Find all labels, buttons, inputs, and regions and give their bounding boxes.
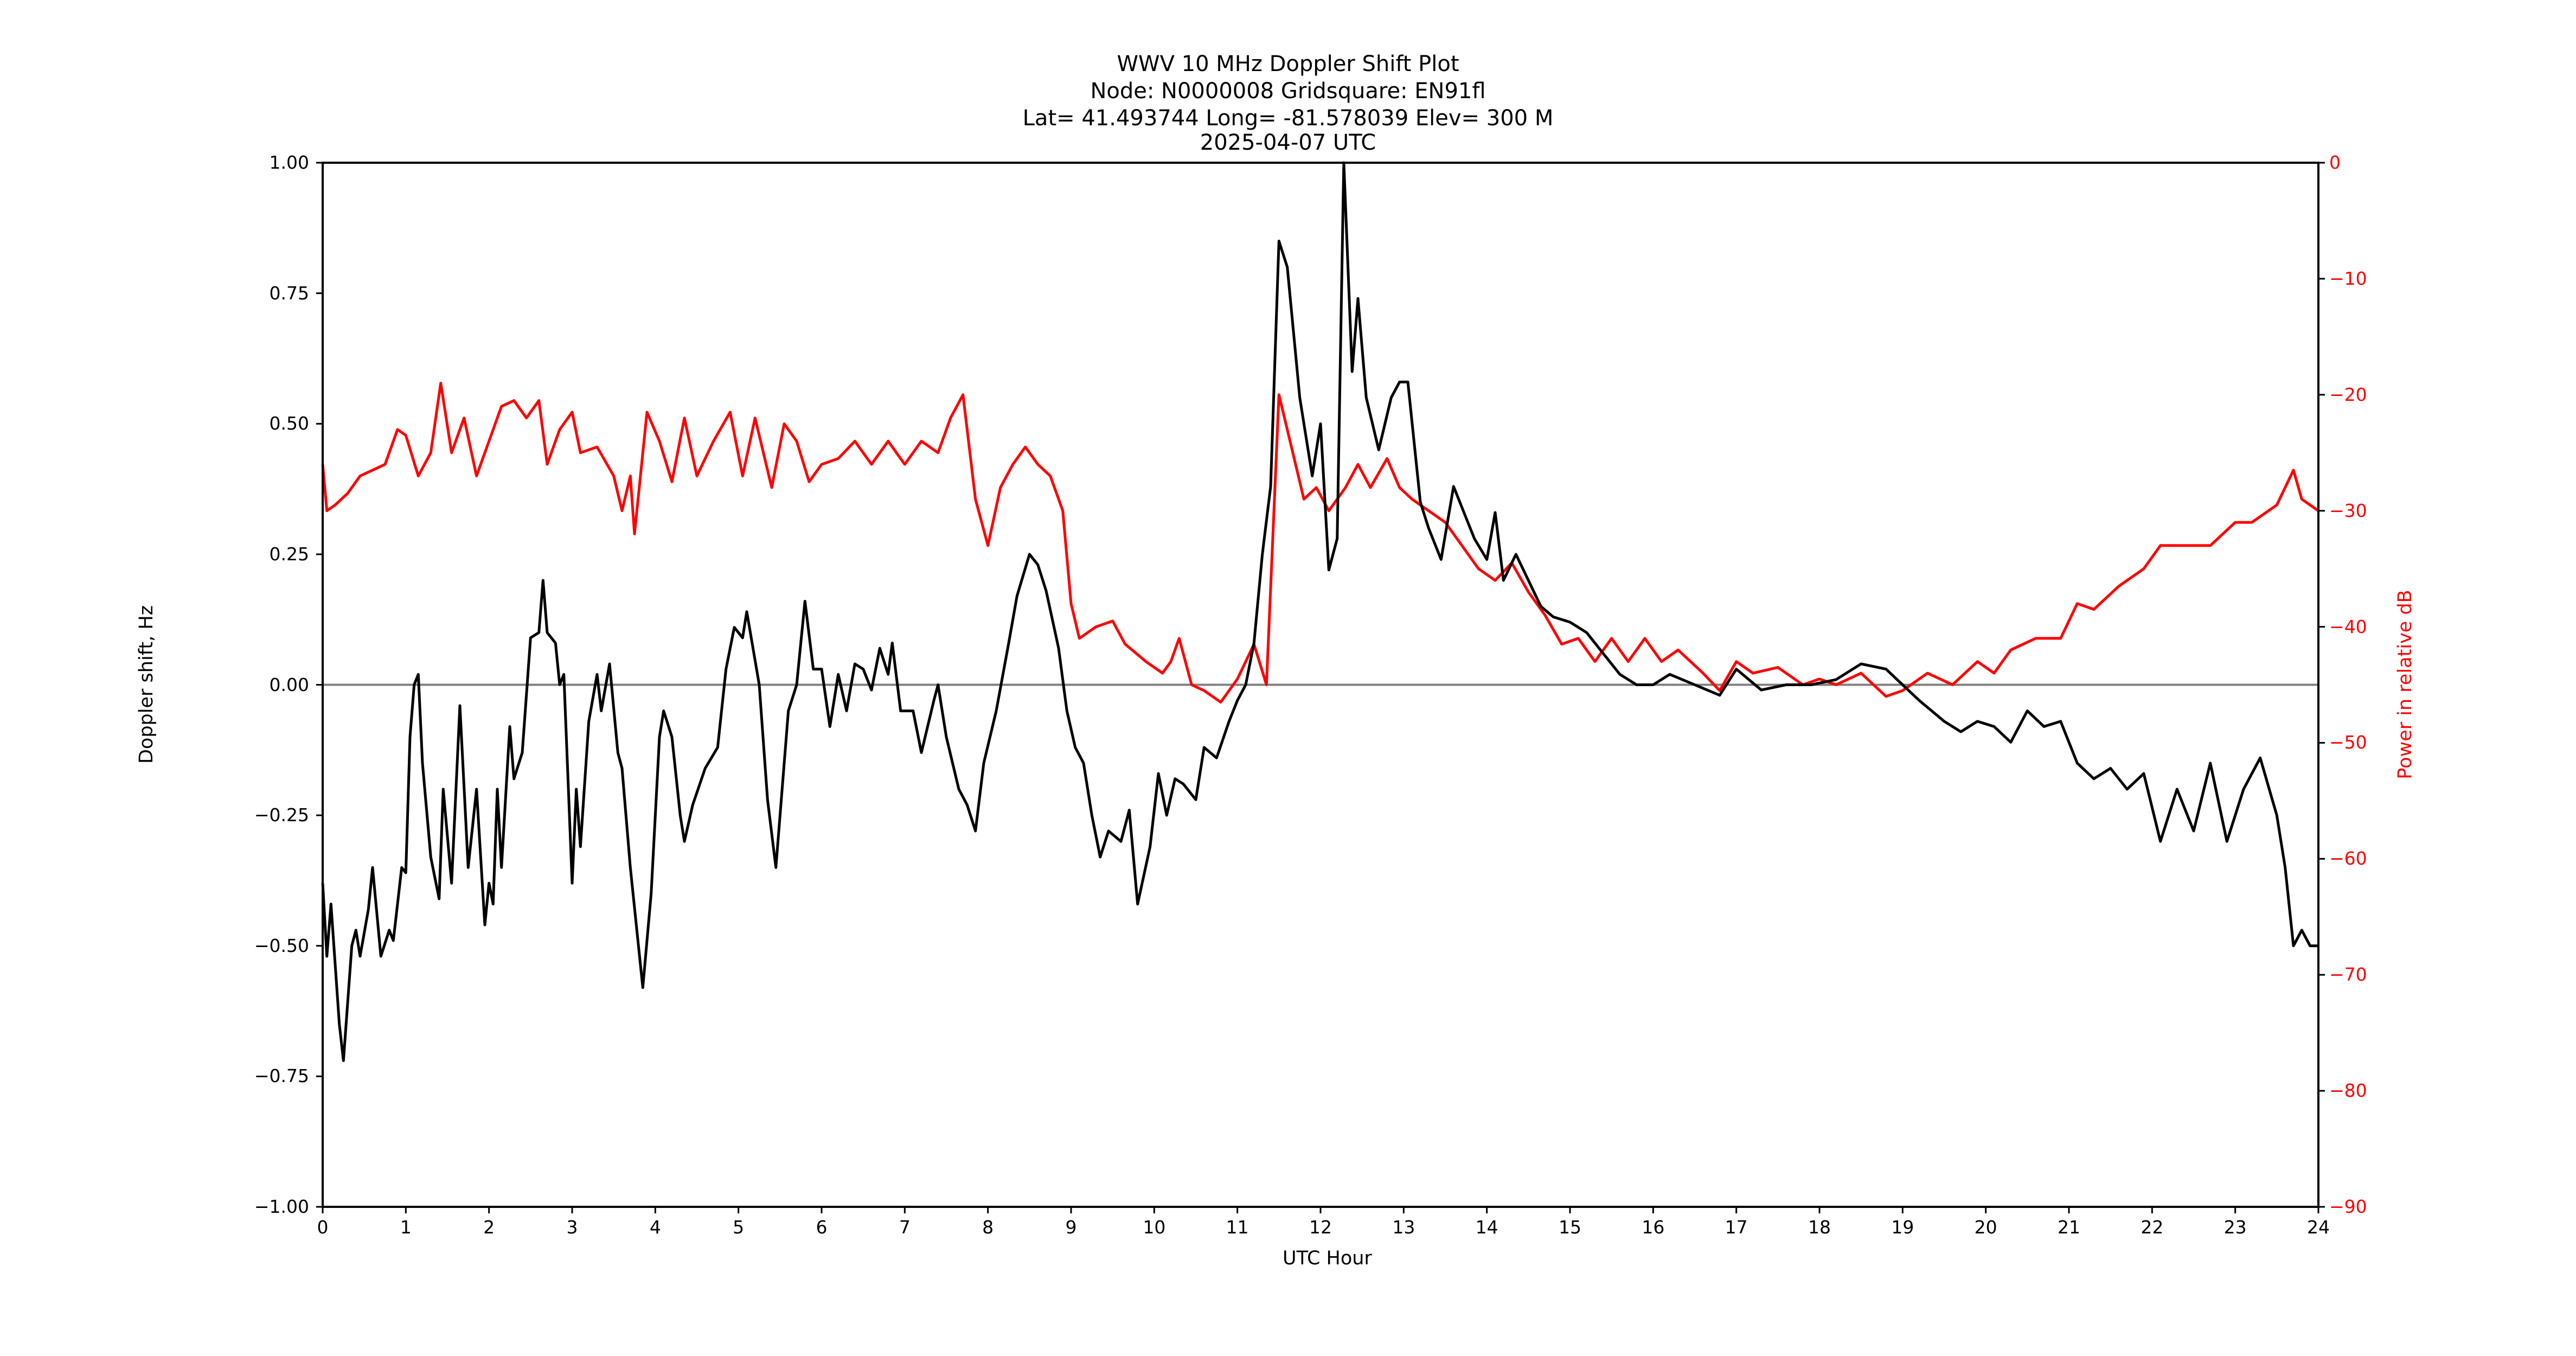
x-tick-label: 14	[1475, 1217, 1498, 1238]
y-tick-label-right: −60	[2329, 848, 2367, 869]
x-tick-label: 11	[1226, 1217, 1249, 1238]
chart-subtitle-node: Node: N0000008 Gridsquare: EN91fl	[1090, 79, 1486, 104]
doppler-series-line	[321, 161, 2318, 1062]
power-series-line	[321, 381, 2319, 704]
x-tick-label: 15	[1559, 1217, 1581, 1238]
chart-subtitle-location: Lat= 41.493744 Long= -81.578039 Elev= 30…	[1022, 106, 1554, 131]
y-axis-right-label: Power in relative dB	[2394, 590, 2416, 779]
x-tick-label: 1	[400, 1217, 412, 1238]
x-tick-label: 24	[2307, 1217, 2330, 1238]
x-tick-label: 0	[317, 1217, 329, 1238]
x-tick-label: 2	[483, 1217, 495, 1238]
y-tick-label-left: −0.25	[254, 804, 309, 826]
y-tick-label-right: −10	[2329, 267, 2367, 289]
x-tick-label: 20	[1974, 1217, 1997, 1238]
x-tick-label: 21	[2058, 1217, 2080, 1238]
y-axis-left-label: Doppler shift, Hz	[136, 605, 157, 764]
y-tick-label-left: −0.50	[254, 935, 309, 956]
x-tick-label: 6	[816, 1217, 828, 1238]
y-tick-label-left: 0.75	[269, 282, 309, 304]
y-tick-label-right: −80	[2329, 1080, 2367, 1102]
x-tick-label: 7	[899, 1217, 911, 1238]
x-tick-label: 3	[566, 1217, 578, 1238]
y-tick-label-right: 0	[2329, 152, 2341, 173]
chart-title: WWV 10 MHz Doppler Shift Plot	[1117, 52, 1459, 76]
y-tick-label-right: −30	[2329, 500, 2367, 521]
x-tick-label: 13	[1392, 1217, 1415, 1238]
y-tick-label-right: −70	[2329, 964, 2367, 986]
y-tick-label-left: 0.50	[269, 413, 309, 434]
y-tick-label-left: 1.00	[269, 152, 309, 173]
x-tick-label: 8	[982, 1217, 994, 1238]
y-tick-label-right: −40	[2329, 616, 2367, 637]
x-tick-label: 22	[2141, 1217, 2164, 1238]
x-tick-label: 17	[1725, 1217, 1748, 1238]
x-tick-label: 12	[1309, 1217, 1332, 1238]
y-tick-label-right: −50	[2329, 732, 2367, 753]
y-tick-label-left: −1.00	[254, 1196, 309, 1217]
x-tick-label: 9	[1065, 1217, 1077, 1238]
x-tick-label: 18	[1808, 1217, 1831, 1238]
x-tick-label: 19	[1891, 1217, 1914, 1238]
x-tick-label: 5	[733, 1217, 745, 1238]
x-tick-label: 23	[2223, 1217, 2247, 1238]
x-axis-label: UTC Hour	[1283, 1248, 1372, 1269]
chart-subtitle-date: 2025-04-07 UTC	[1200, 130, 1376, 155]
x-tick-label: 16	[1642, 1217, 1665, 1238]
y-tick-label-right: −90	[2329, 1196, 2367, 1217]
x-tick-label: 10	[1143, 1217, 1166, 1238]
x-tick-label: 4	[649, 1217, 661, 1238]
y-tick-label-left: −0.75	[254, 1065, 309, 1087]
axis-ticks	[316, 162, 2325, 1213]
y-tick-label-left: 0.25	[269, 543, 309, 565]
y-tick-label-right: −20	[2329, 383, 2367, 405]
y-tick-label-left: 0.00	[269, 674, 309, 695]
